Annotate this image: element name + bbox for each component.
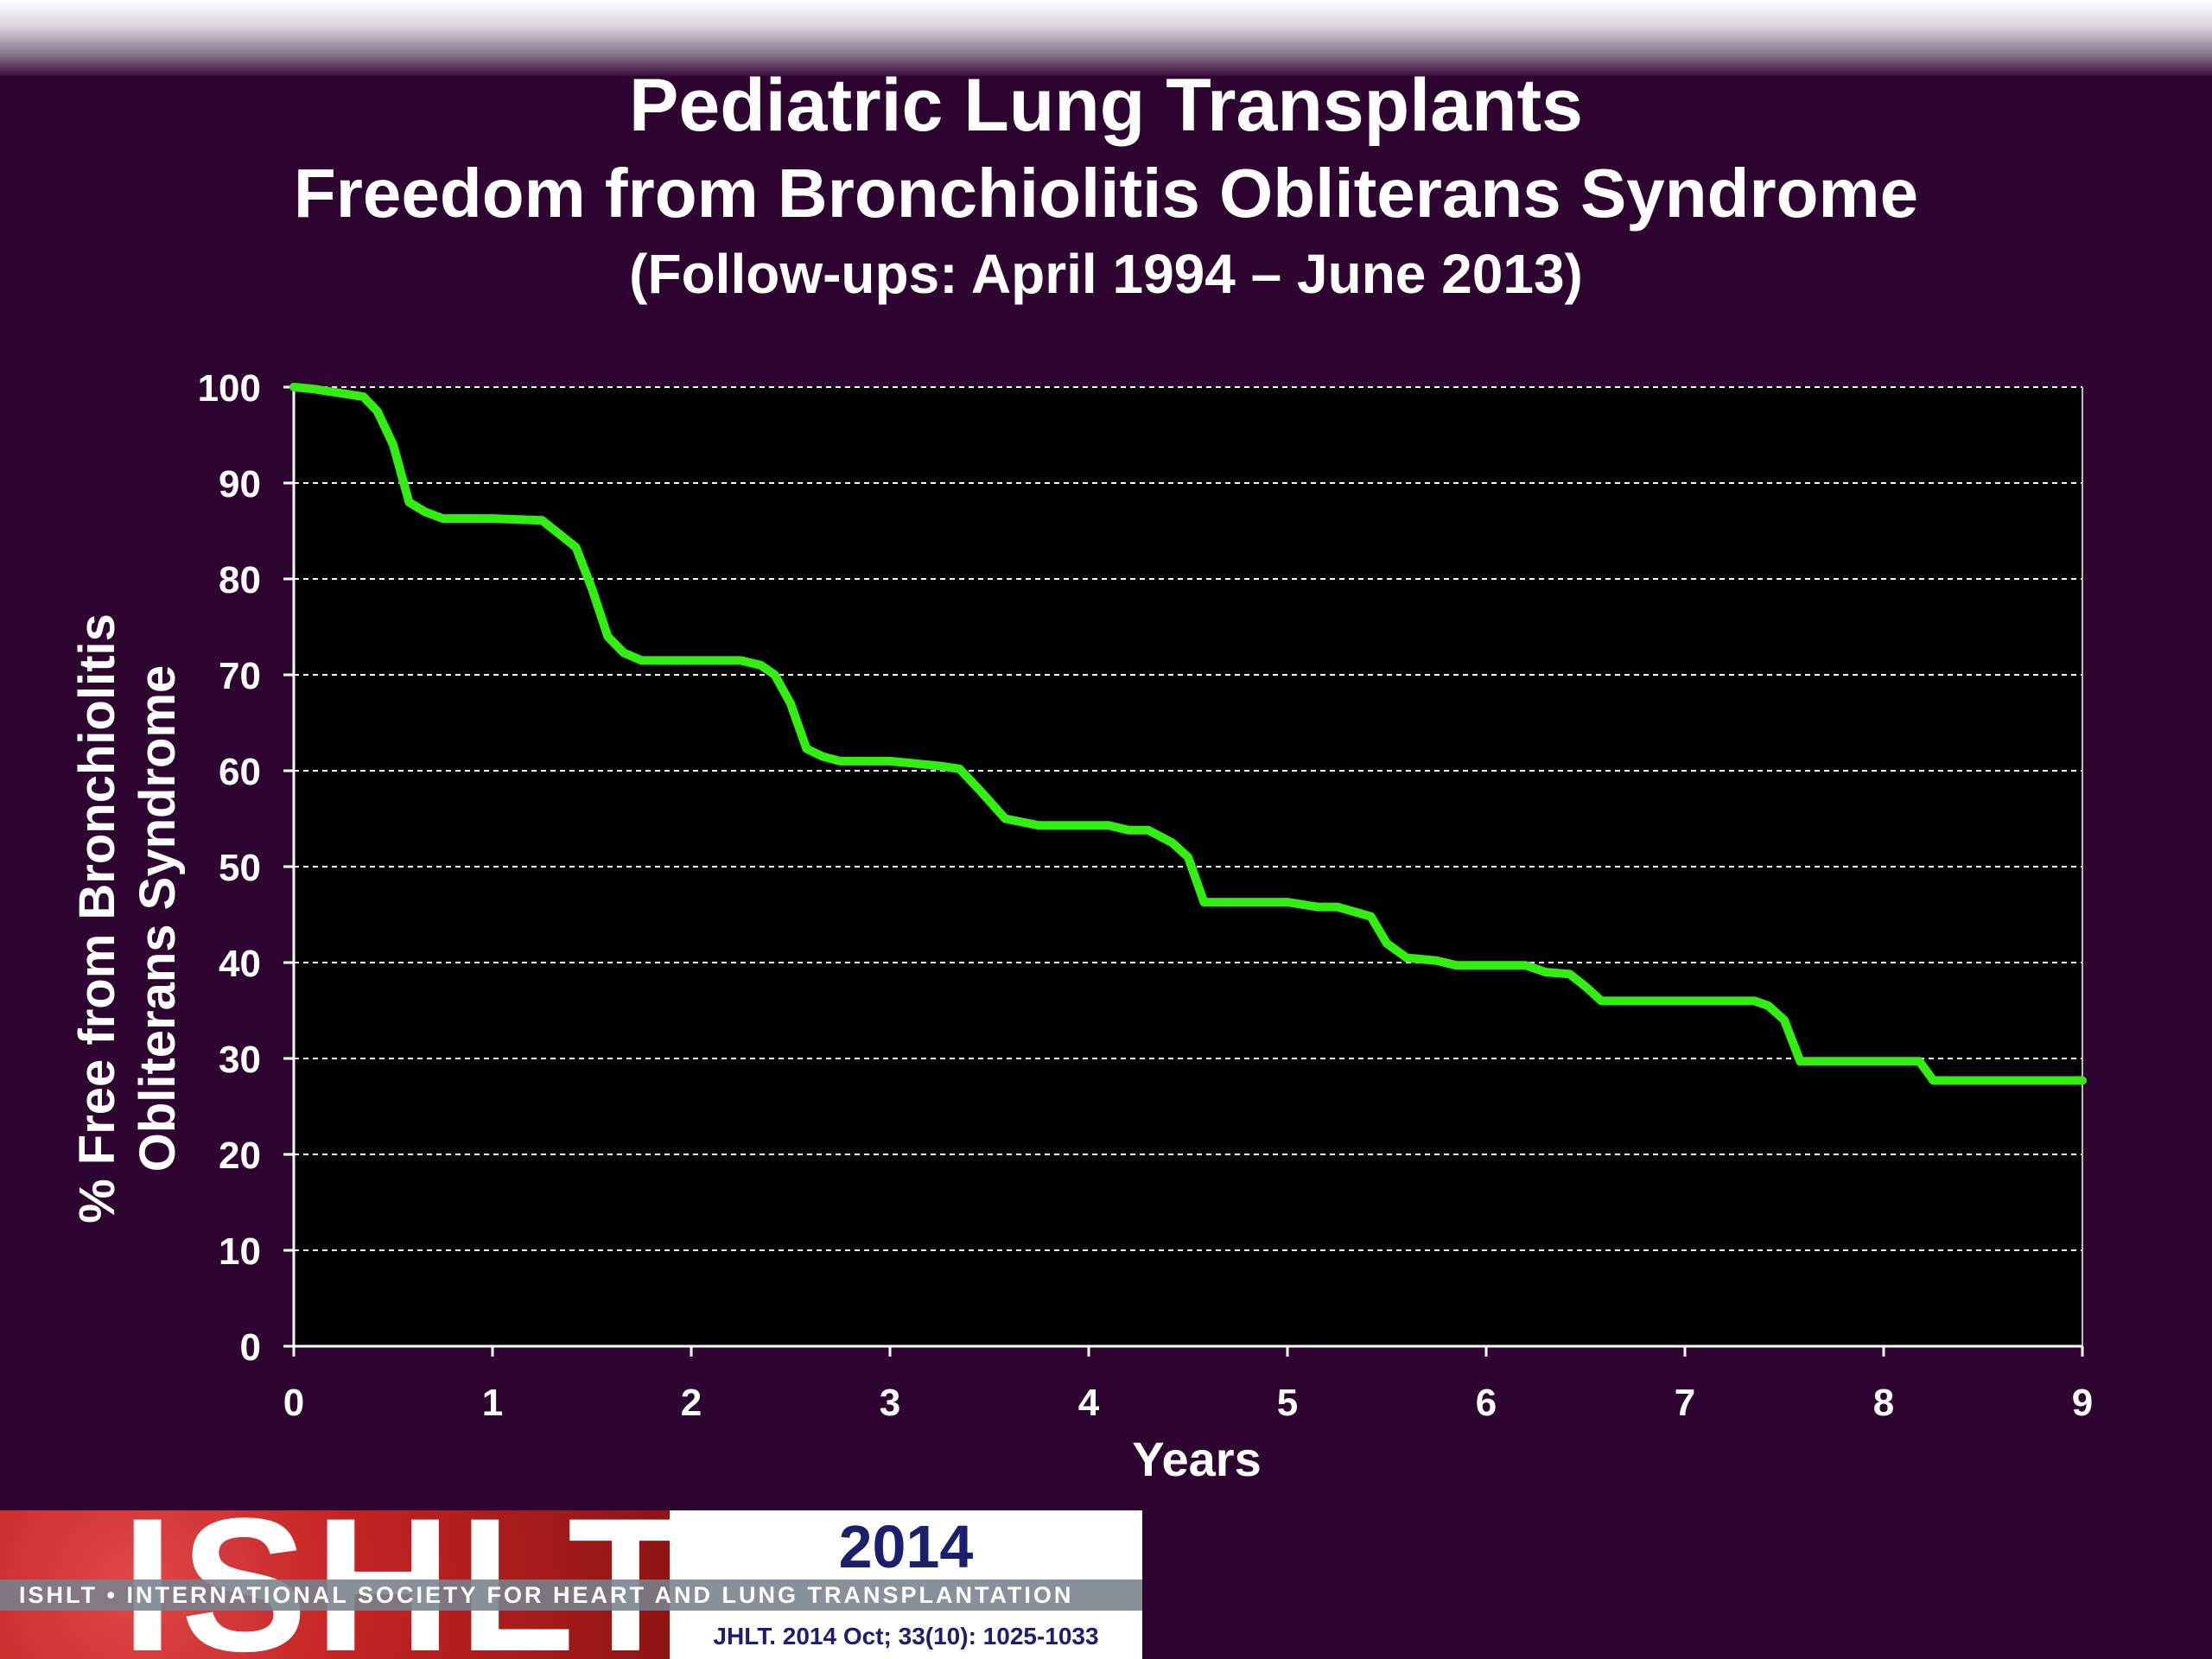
slide-title-block: Pediatric Lung Transplants Freedom from … — [0, 60, 2212, 311]
x-tick-label-8: 8 — [1873, 1382, 1894, 1424]
x-tick-label-0: 0 — [283, 1382, 304, 1424]
y-axis-title-line-1: % Free from Bronchiolitis — [69, 613, 125, 1224]
x-tick-label-7: 7 — [1675, 1382, 1695, 1424]
y-tick-label-40: 40 — [219, 943, 261, 985]
y-axis-title: % Free from BronchiolitisObliterans Synd… — [69, 613, 186, 1224]
banner-year: 2014 — [838, 1513, 974, 1580]
society-name-strip: ISHLT • INTERNATIONAL SOCIETY FOR HEART … — [0, 1580, 1142, 1611]
y-tick-label-90: 90 — [219, 463, 261, 505]
y-tick-label-80: 80 — [219, 559, 261, 601]
series-line-0 — [289, 383, 2087, 1085]
y-axis-title-line-2: Obliterans Syndrome — [130, 665, 186, 1173]
bos-freedom-chart: 0 10 20 30 40 50 60 70 80 90 100 0 1 2 3 4 5 6 7 8 9 Years % … — [69, 367, 2093, 1486]
x-axis-title: Years — [1132, 1432, 1262, 1486]
slide-title: Pediatric Lung Transplants — [629, 64, 1583, 147]
journal-citation: JHLT. 2014 Oct; 33(10): 1025-1033 — [713, 1623, 1099, 1649]
slide-period: (Follow-ups: April 1994 – June 2013) — [629, 243, 1583, 305]
y-tick-label-20: 20 — [219, 1135, 261, 1177]
y-tick-label-10: 10 — [219, 1230, 261, 1273]
y-tick-label-70: 70 — [219, 655, 261, 697]
x-tick-label-6: 6 — [1476, 1382, 1497, 1424]
x-tick-label-1: 1 — [482, 1382, 503, 1424]
x-tick-label-5: 5 — [1277, 1382, 1298, 1424]
y-tick-label-100: 100 — [198, 367, 261, 410]
header-gradient-band — [0, 0, 2212, 76]
y-tick-label-0: 0 — [240, 1326, 261, 1369]
y-tick-label-50: 50 — [219, 847, 261, 889]
y-tick-label-60: 60 — [219, 751, 261, 793]
x-tick-label-4: 4 — [1078, 1382, 1100, 1424]
ishlt-banner: ISHLT 2014 ISHLT • INTERNATIONAL SOCIETY… — [0, 1510, 1142, 1659]
x-tick-label-3: 3 — [880, 1382, 900, 1424]
slide-subtitle: Freedom from Bronchiolitis Obliterans Sy… — [293, 155, 1919, 232]
y-tick-label-30: 30 — [219, 1039, 261, 1081]
x-tick-label-2: 2 — [681, 1382, 702, 1424]
x-tick-label-9: 9 — [2072, 1382, 2093, 1424]
